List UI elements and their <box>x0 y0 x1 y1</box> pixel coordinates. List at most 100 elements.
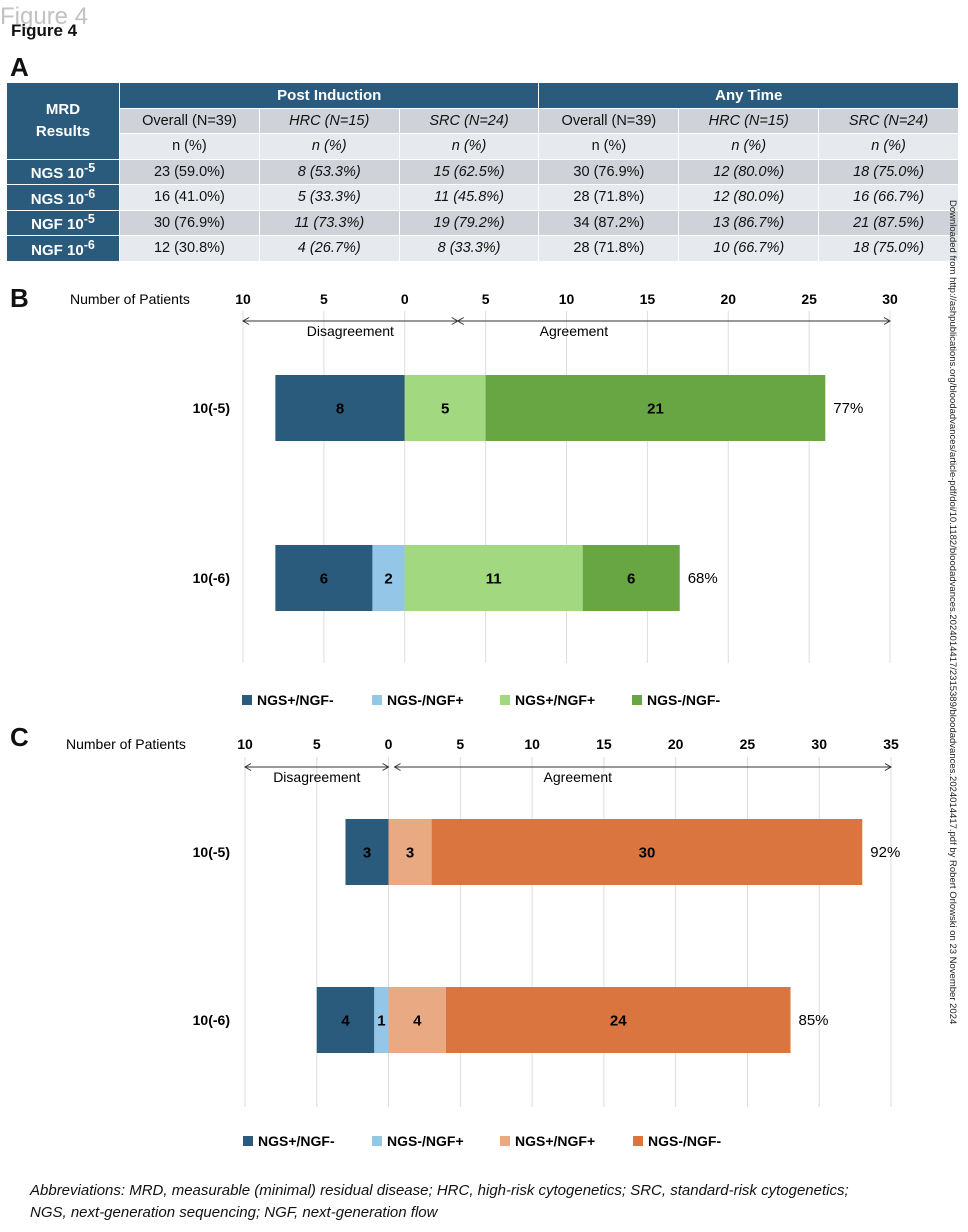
legend-entry: NGS-/NGF- <box>647 692 720 708</box>
legend-swatch <box>633 1136 643 1146</box>
bar-value-label: 3 <box>363 845 371 862</box>
legend-entry: NGS+/NGF- <box>258 1133 335 1149</box>
subheader-cell: SRC (N=24) <box>398 107 540 134</box>
chart-b-ngs-vs-ngf-post-induction: Number of Patients 10 5 0 5 10 15 20 25 30Disagre… <box>70 291 898 708</box>
table-cell: 8 (53.3%) <box>258 158 400 185</box>
bar-value-label: 21 <box>647 401 664 418</box>
legend-swatch <box>243 1136 253 1146</box>
download-note-text: Downloaded from http://ashpublications.o… <box>947 200 958 1025</box>
table-cell: 34 (87.2%) <box>538 209 680 236</box>
table-cell: 12 (80.0%) <box>678 158 820 185</box>
table-cell: 18 (75.0%) <box>818 235 959 262</box>
row-header-exponent: -5 <box>83 212 95 227</box>
unit-cell: n (%) <box>258 133 400 160</box>
tick-label: 5 <box>313 736 321 752</box>
panel-letter-a: A <box>10 52 29 82</box>
subheader-cell: SRC (N=24) <box>818 107 959 134</box>
region-label-disagreement: Disagreement <box>273 769 360 785</box>
table-cell: 10 (66.7%) <box>678 235 820 262</box>
table-row: NGF 10-5 30 (76.9%) 11 (73.3%) 19 (79.2%… <box>6 209 959 236</box>
row-header: NGF 10-6 <box>6 235 120 262</box>
bar-segment <box>374 987 389 1053</box>
agreement-percent-label: 68% <box>688 570 718 587</box>
legend-swatch <box>372 695 382 705</box>
bar-segment <box>431 819 863 885</box>
agreement-percent-label: 77% <box>833 400 863 417</box>
figure-ghost-label: Figure 4 <box>0 3 89 30</box>
tick-label: 5 <box>320 291 328 307</box>
panel-letter-c: C <box>10 722 29 752</box>
bar-value-label: 4 <box>413 1013 422 1030</box>
table-cell: 4 (26.7%) <box>258 235 400 262</box>
table-cell: 18 (75.0%) <box>818 158 959 185</box>
bar-value-label: 5 <box>441 401 449 418</box>
legend-swatch <box>632 695 642 705</box>
table-cell: 5 (33.3%) <box>258 184 400 211</box>
group-post-induction: Post Induction <box>118 82 540 109</box>
legend-entry: NGS+/NGF+ <box>515 692 595 708</box>
unit-cell: n (%) <box>818 133 959 160</box>
row-header-exponent: -5 <box>84 161 96 176</box>
agreement-percent-label: 92% <box>870 844 900 861</box>
bar-segment <box>388 987 446 1053</box>
legend-entry: NGS-/NGF+ <box>387 1133 464 1149</box>
bar-value-label: 1 <box>377 1013 385 1030</box>
subheader-cell: Overall (N=39) <box>119 107 260 134</box>
tick-label: 0 <box>385 736 393 752</box>
tick-label: 30 <box>811 736 827 752</box>
table-cell: 11 (45.8%) <box>398 184 540 211</box>
tick-label: 25 <box>740 736 756 752</box>
bar-segment <box>372 545 405 611</box>
axis-title: Number of Patients <box>70 291 190 307</box>
row-header-base: NGS 10 <box>30 190 85 208</box>
table-cell: 23 (59.0%) <box>119 158 260 185</box>
group-any-time: Any Time <box>538 82 959 109</box>
bar-segment <box>404 375 486 441</box>
subheader-cell: HRC (N=15) <box>258 107 400 134</box>
table-cell: 13 (86.7%) <box>678 209 820 236</box>
table-cell: 16 (41.0%) <box>119 184 260 211</box>
abbreviations-line2: NGS, next-generation sequencing; NGF, ne… <box>30 1204 438 1221</box>
bar-value-label: 6 <box>320 571 328 588</box>
table-cell: 21 (87.5%) <box>818 209 959 236</box>
abbreviations-footnote: Abbreviations: MRD, measurable (minimal)… <box>30 1180 950 1224</box>
table-cell: 15 (62.5%) <box>398 158 540 185</box>
row-header-exponent: -6 <box>84 186 96 201</box>
legend-swatch <box>372 1136 382 1146</box>
table-row: NGS 10-6 16 (41.0%) 5 (33.3%) 11 (45.8%)… <box>6 184 959 211</box>
table-cell: 28 (71.8%) <box>538 235 680 262</box>
table-cell: 30 (76.9%) <box>119 209 260 236</box>
bar-value-label: 8 <box>336 401 344 418</box>
table-cell: 8 (33.3%) <box>398 235 540 262</box>
legend-entry: NGS+/NGF- <box>257 692 334 708</box>
bar-segment <box>445 987 791 1053</box>
row-header: NGS 10-5 <box>6 158 120 185</box>
category-label: 10(-5) <box>193 844 230 860</box>
tick-label: 35 <box>883 736 899 752</box>
category-label: 10(-5) <box>193 400 230 416</box>
tick-label: 5 <box>456 736 464 752</box>
bar-segment <box>388 819 432 885</box>
bar-segment <box>275 545 373 611</box>
arrowhead-left <box>393 763 401 771</box>
bar-value-label: 2 <box>384 571 392 588</box>
region-label-disagreement: Disagreement <box>307 323 394 339</box>
row-header-base: NGF 10 <box>31 216 84 234</box>
region-label-agreement: Agreement <box>540 323 609 339</box>
download-side-note: Downloaded from http://ashpublications.o… <box>946 200 960 1060</box>
table-cell: 16 (66.7%) <box>818 184 959 211</box>
tick-label: 30 <box>882 291 898 307</box>
tick-label: 0 <box>401 291 409 307</box>
arrowhead-left <box>244 763 252 771</box>
tick-label: 15 <box>640 291 656 307</box>
category-label: 10(-6) <box>193 1012 230 1028</box>
row-header-base: NGF 10 <box>31 241 84 259</box>
unit-cell: n (%) <box>678 133 820 160</box>
table-cell: 12 (80.0%) <box>678 184 820 211</box>
tick-label: 15 <box>596 736 612 752</box>
unit-cell: n (%) <box>119 133 260 160</box>
arrowhead-right <box>884 763 892 771</box>
row-header: NGF 10-5 <box>6 209 120 236</box>
unit-cell: n (%) <box>538 133 680 160</box>
legend-entry: NGS+/NGF+ <box>515 1133 595 1149</box>
